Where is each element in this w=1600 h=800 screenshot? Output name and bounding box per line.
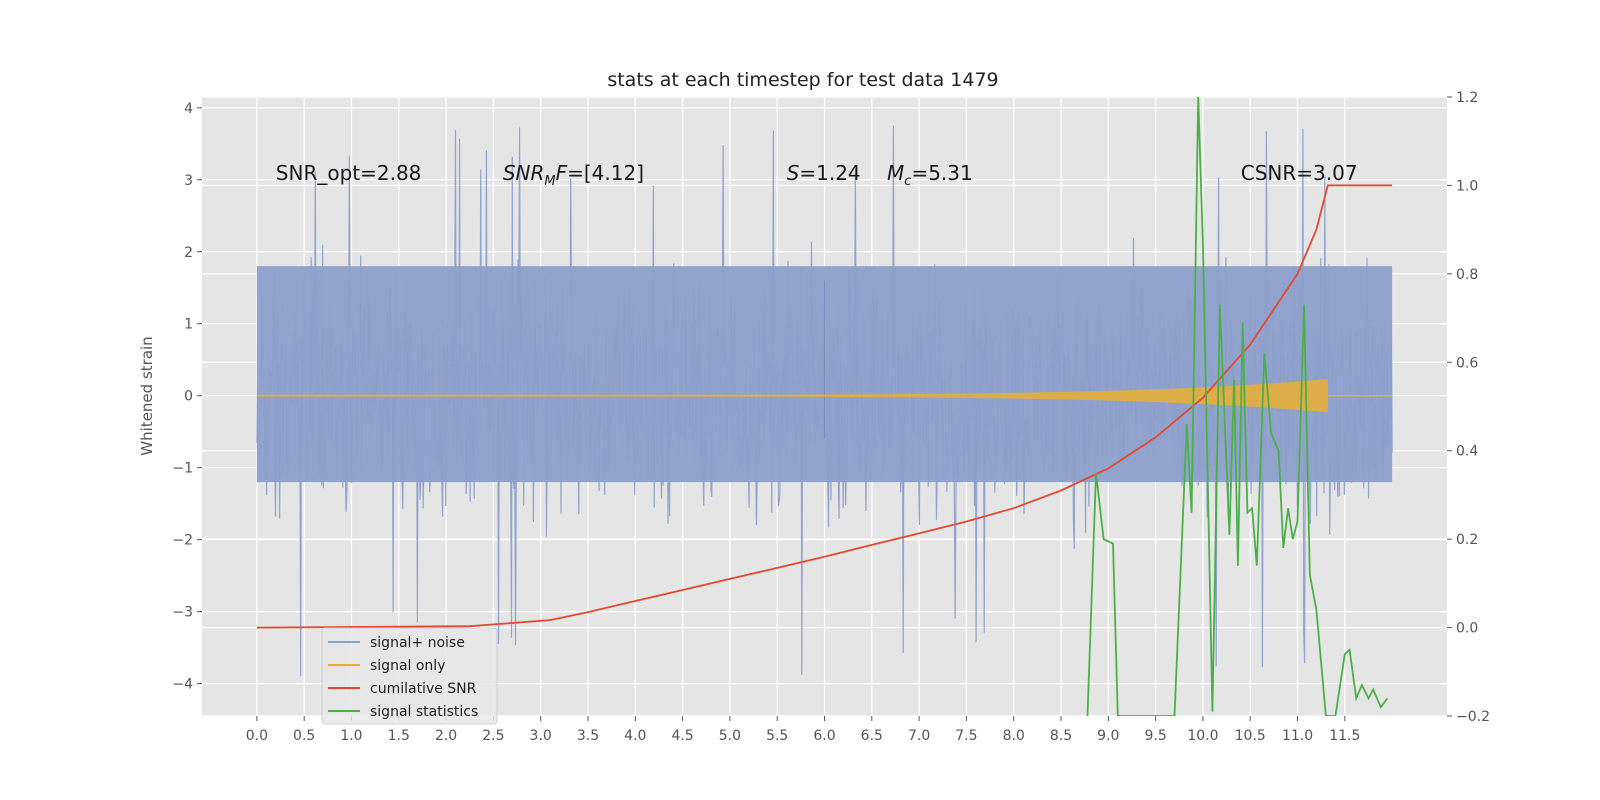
chart-title: stats at each timestep for test data 147… xyxy=(607,69,998,91)
y2-tick-label: 1.2 xyxy=(1456,90,1478,106)
y2-tick-label: 1.0 xyxy=(1456,178,1478,194)
y-tick-label: −4 xyxy=(172,677,193,693)
signal-statistics-line xyxy=(1086,97,1389,716)
x-tick-label: 9.5 xyxy=(1144,728,1166,744)
x-tick-label: 9.0 xyxy=(1097,728,1119,744)
y-tick-label: 1 xyxy=(184,317,193,333)
x-tick-label: 3.0 xyxy=(530,728,552,744)
x-tick-label: 0.5 xyxy=(293,728,315,744)
x-tick-label: 6.0 xyxy=(813,728,835,744)
x-tick-label: 11.5 xyxy=(1329,728,1360,744)
legend-box xyxy=(321,627,498,725)
legend: signal+ noise signal only cumilative SNR si… xyxy=(321,627,498,725)
x-tick-label: 7.5 xyxy=(955,728,977,744)
y-tick-label: 0 xyxy=(184,389,193,405)
signal-only-series xyxy=(256,379,1393,413)
x-tick-label: 1.0 xyxy=(340,728,362,744)
cumulative-snr-series xyxy=(256,184,1393,629)
x-tick-label: 4.5 xyxy=(671,728,693,744)
x-tick-label: 5.5 xyxy=(766,728,788,744)
x-tick-label: 4.0 xyxy=(624,728,646,744)
legend-label: signal+ noise xyxy=(370,635,465,651)
legend-label: cumilative SNR xyxy=(370,681,477,697)
signal-noise-series xyxy=(256,125,1393,677)
x-tick-label: 11.0 xyxy=(1282,728,1313,744)
x-tick-label: 8.5 xyxy=(1050,728,1072,744)
x-tick-label: 7.0 xyxy=(908,728,930,744)
cumulative-snr-line xyxy=(256,184,1393,629)
annotation-snr_opt: SNR_opt=2.88 xyxy=(276,161,422,185)
y2-tick-label: 0.6 xyxy=(1456,355,1478,371)
y-tick-label: −2 xyxy=(172,533,193,549)
legend-label: signal only xyxy=(370,658,445,674)
x-tick-label: 1.5 xyxy=(388,728,410,744)
y-tick-label: −1 xyxy=(172,461,193,477)
y2-tick-label: 0.8 xyxy=(1456,267,1478,283)
signal-statistics-series xyxy=(1086,97,1389,716)
x-tick-label: 2.0 xyxy=(435,728,457,744)
y-tick-label: −3 xyxy=(172,605,193,621)
legend-label: signal statistics xyxy=(370,704,478,720)
x-tick-label: 0.0 xyxy=(246,728,268,744)
axis-ticks: 0.0 0.5 1.0 1.5 2.0 2.5 3.0 3.5 4.0 4.5 5.0 5.5 6.0 6… xyxy=(172,90,1490,744)
annotation-csnr: CSNR=3.07 xyxy=(1241,161,1358,185)
y2-tick-label: −0.2 xyxy=(1456,709,1490,725)
x-tick-label: 8.0 xyxy=(1003,728,1025,744)
y2-tick-label: 0.4 xyxy=(1456,444,1478,460)
y-axis-label: Whitened strain xyxy=(138,336,156,455)
annotation-snr_mf: SNRMF=[4.12] xyxy=(503,161,644,189)
x-tick-label: 3.5 xyxy=(577,728,599,744)
y-tick-label: 2 xyxy=(184,245,193,261)
x-tick-label: 10.0 xyxy=(1187,728,1218,744)
x-tick-label: 5.0 xyxy=(719,728,741,744)
y-tick-label: 4 xyxy=(184,101,193,117)
annotation-s_mc: S=1.24 Mc=5.31 xyxy=(787,161,973,189)
y-tick-label: 3 xyxy=(184,173,193,189)
x-tick-label: 6.5 xyxy=(861,728,883,744)
x-tick-label: 10.5 xyxy=(1235,728,1266,744)
x-tick-label: 2.5 xyxy=(482,728,504,744)
signal-only-envelope xyxy=(256,379,1328,413)
annotations: SNR_opt=2.88 SNRMF=[4.12] S=1.24 Mc=5.31 CS… xyxy=(276,161,1358,189)
y2-tick-label: 0.0 xyxy=(1456,621,1478,637)
y2-tick-label: 0.2 xyxy=(1456,532,1478,548)
